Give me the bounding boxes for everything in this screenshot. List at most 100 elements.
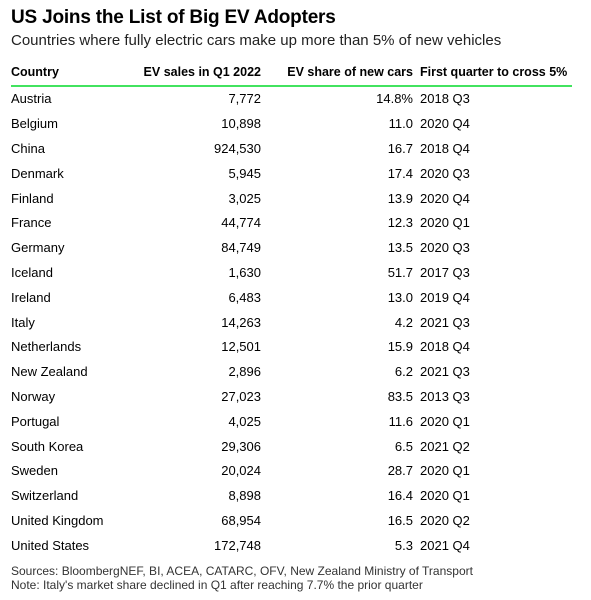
table-row: Germany 84,749 13.5 2020 Q3: [11, 236, 572, 261]
cell-first-quarter: 2020 Q2: [420, 512, 470, 528]
cell-ev-sales: 7,772: [228, 91, 261, 107]
chart-title: US Joins the List of Big EV Adopters: [11, 7, 336, 28]
table-row: Portugal 4,025 11.6 2020 Q1: [11, 409, 572, 434]
cell-first-quarter: 2018 Q4: [420, 339, 470, 355]
cell-ev-sales: 172,748: [214, 537, 261, 553]
cell-first-quarter: 2020 Q1: [420, 463, 470, 479]
cell-country: Sweden: [11, 463, 58, 479]
cell-ev-share: 5.3: [394, 537, 413, 553]
cell-ev-sales: 6,483: [228, 289, 261, 305]
cell-ev-share: 11.6: [388, 413, 413, 429]
cell-first-quarter: 2020 Q1: [420, 488, 470, 504]
cell-country: Denmark: [11, 165, 64, 181]
cell-ev-sales: 2,896: [228, 364, 261, 380]
cell-ev-sales: 5,945: [228, 165, 261, 181]
cell-ev-sales: 20,024: [221, 463, 261, 479]
chart-footer: Sources: BloombergNEF, BI, ACEA, CATARC,…: [11, 564, 586, 592]
table-row: Denmark 5,945 17.4 2020 Q3: [11, 161, 572, 186]
cell-country: Switzerland: [11, 488, 79, 504]
table-row: United States 172,748 5.3 2021 Q4: [11, 533, 572, 558]
table-row: China 924,530 16.7 2018 Q4: [11, 137, 572, 162]
cell-country: Italy: [11, 314, 35, 330]
cell-first-quarter: 2018 Q3: [420, 91, 470, 107]
italy-note: Note: Italy's market share declined in Q…: [11, 578, 423, 593]
cell-country: United Kingdom: [11, 512, 104, 528]
cell-ev-sales: 1,630: [228, 264, 261, 280]
cell-ev-share: 13.9: [387, 190, 413, 206]
cell-first-quarter: 2021 Q3: [420, 314, 470, 330]
cell-country: New Zealand: [11, 364, 88, 380]
cell-first-quarter: 2020 Q3: [420, 165, 470, 181]
cell-ev-sales: 8,898: [228, 488, 261, 504]
cell-first-quarter: 2020 Q3: [420, 240, 470, 256]
cell-country: Portugal: [11, 413, 60, 429]
cell-ev-share: 16.7: [387, 140, 413, 156]
cell-ev-share: 83.5: [387, 388, 413, 404]
table-body: Austria 7,772 14.8% 2018 Q3 Belgium 10,898 11.…: [11, 86, 572, 558]
cell-country: Netherlands: [11, 339, 82, 355]
cell-ev-share: 16.4: [387, 488, 413, 504]
cell-ev-share: 13.0: [387, 289, 413, 305]
cell-ev-sales: 44,774: [221, 215, 261, 231]
cell-ev-share: 51.7: [387, 264, 413, 280]
cell-ev-sales: 14,263: [221, 314, 261, 330]
cell-country: Iceland: [11, 264, 53, 280]
cell-ev-sales: 10,898: [221, 116, 261, 132]
cell-country: Belgium: [11, 116, 58, 132]
cell-country: Norway: [11, 388, 56, 404]
cell-country: South Korea: [11, 438, 84, 454]
cell-ev-sales: 68,954: [221, 512, 261, 528]
cell-first-quarter: 2013 Q3: [420, 388, 470, 404]
table-row: South Korea 29,306 6.5 2021 Q2: [11, 434, 572, 459]
ev-table: Country EV sales in Q1 2022 EV share of …: [11, 64, 572, 558]
table-row: Austria 7,772 14.8% 2018 Q3: [11, 86, 572, 112]
cell-country: China: [11, 140, 45, 156]
column-header-ev-share: EV share of new cars: [287, 65, 413, 79]
table-row: Belgium 10,898 11.0 2020 Q4: [11, 112, 572, 137]
cell-first-quarter: 2021 Q3: [420, 364, 470, 380]
table-row: Italy 14,263 4.2 2021 Q3: [11, 310, 572, 335]
table-header-row: Country EV sales in Q1 2022 EV share of …: [11, 64, 572, 86]
table-row: Finland 3,025 13.9 2020 Q4: [11, 186, 572, 211]
cell-ev-share: 17.4: [387, 165, 413, 181]
cell-country: France: [11, 215, 52, 231]
cell-first-quarter: 2017 Q3: [420, 264, 470, 280]
cell-country: Finland: [11, 190, 54, 206]
cell-first-quarter: 2020 Q4: [420, 190, 470, 206]
cell-first-quarter: 2018 Q4: [420, 140, 470, 156]
column-header-country: Country: [11, 65, 59, 79]
cell-country: Austria: [11, 91, 52, 107]
cell-ev-sales: 924,530: [214, 140, 261, 156]
table-row: Ireland 6,483 13.0 2019 Q4: [11, 285, 572, 310]
table-row: Sweden 20,024 28.7 2020 Q1: [11, 459, 572, 484]
table-row: Norway 27,023 83.5 2013 Q3: [11, 385, 572, 410]
column-header-ev-sales: EV sales in Q1 2022: [143, 65, 261, 79]
table-row: France 44,774 12.3 2020 Q1: [11, 211, 572, 236]
cell-ev-share: 15.9: [387, 339, 413, 355]
table-row: Switzerland 8,898 16.4 2020 Q1: [11, 484, 572, 509]
cell-country: Ireland: [11, 289, 51, 305]
sources-note: Sources: BloombergNEF, BI, ACEA, CATARC,…: [11, 564, 473, 579]
cell-ev-share: 16.5: [387, 512, 413, 528]
chart-container: US Joins the List of Big EV Adopters Cou…: [11, 6, 586, 592]
table-row: Netherlands 12,501 15.9 2018 Q4: [11, 335, 572, 360]
cell-country: Germany: [11, 240, 65, 256]
cell-ev-share: 13.5: [387, 240, 413, 256]
cell-first-quarter: 2020 Q1: [420, 215, 470, 231]
cell-ev-share: 4.2: [394, 314, 413, 330]
cell-ev-share: 6.2: [394, 364, 413, 380]
cell-ev-sales: 84,749: [221, 240, 261, 256]
cell-ev-sales: 12,501: [221, 339, 261, 355]
cell-ev-share: 28.7: [387, 463, 413, 479]
cell-first-quarter: 2021 Q4: [420, 537, 470, 553]
cell-ev-sales: 29,306: [221, 438, 261, 454]
cell-ev-sales: 4,025: [228, 413, 261, 429]
cell-ev-sales: 27,023: [221, 388, 261, 404]
cell-first-quarter: 2020 Q1: [420, 413, 470, 429]
cell-country: United States: [11, 537, 90, 553]
cell-ev-share: 11.0: [388, 116, 413, 132]
cell-ev-share: 12.3: [387, 215, 413, 231]
cell-first-quarter: 2021 Q2: [420, 438, 470, 454]
cell-ev-share: 6.5: [394, 438, 413, 454]
column-header-first-quarter: First quarter to cross 5%: [420, 65, 568, 79]
